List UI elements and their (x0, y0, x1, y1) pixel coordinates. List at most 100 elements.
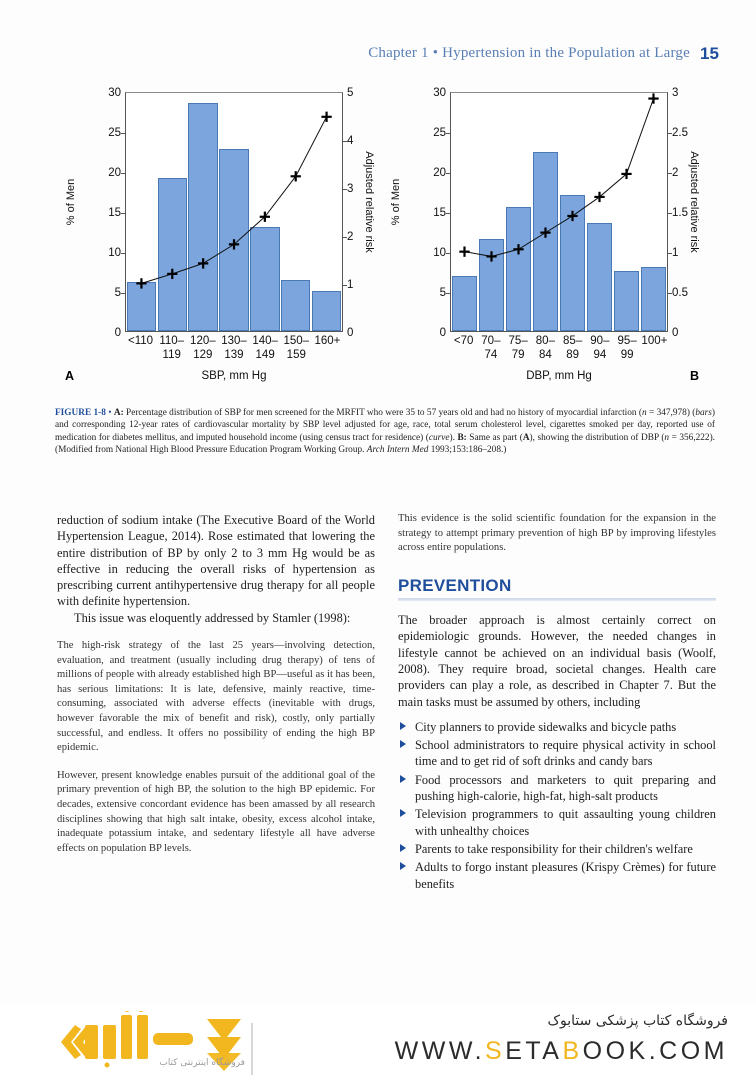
risk-curve-line (141, 117, 326, 284)
list-item: Television programmers to quit assaultin… (398, 806, 716, 839)
y-tick-label: 30 (433, 87, 446, 99)
section-heading-prevention: PREVENTION (398, 575, 512, 595)
bar (280, 280, 311, 331)
chart-a-bars (126, 93, 342, 331)
prevention-bullet-list: City planners to provide sidewalks and b… (398, 719, 716, 892)
list-item-text: Food processors and marketers to quit pr… (415, 772, 716, 804)
plus-marker (486, 251, 496, 261)
list-item: School administrators to require physica… (398, 737, 716, 770)
quote-paragraph-1: The high-risk strategy of the last 25 ye… (57, 640, 375, 754)
x-tick-label: 100+ (641, 335, 668, 347)
plus-marker (621, 169, 631, 179)
footer-tagline: فروشگاه کتاب پزشکی ستابوک (547, 1013, 728, 1029)
y-tick-label: 20 (433, 167, 446, 179)
y2-tick-label: 4 (347, 135, 354, 147)
y2-tick-label: 3 (672, 87, 679, 99)
y2-tick-mark (667, 253, 672, 255)
y-tick-label: 5 (439, 287, 446, 299)
y2-tick-label: 0 (347, 327, 354, 339)
x-tick-label: <110 (128, 335, 154, 347)
x-tick-label: 85– 89 (563, 335, 583, 361)
plus-marker (260, 212, 270, 222)
y2-tick-mark (342, 189, 347, 191)
chart-b-bars (451, 93, 667, 331)
bar (451, 276, 478, 331)
list-item-text: City planners to provide sidewalks and b… (415, 719, 677, 734)
list-item: Adults to forgo instant pleasures (Krisp… (398, 859, 716, 892)
panel-letter-b: B (690, 369, 700, 383)
page-number: 15 (700, 44, 719, 63)
y2-tick-label: 1.5 (672, 207, 688, 219)
bar (311, 291, 342, 331)
list-item: Parents to take responsibility for their… (398, 841, 716, 857)
y2-tick-label: 1 (347, 279, 354, 291)
running-head-title: Chapter 1 • Hypertension in the Populati… (368, 45, 690, 61)
y2-tick-label: 0.5 (672, 287, 688, 299)
figure-1-8: % of Men 0 5 10 15 20 25 30 0 1 2 3 4 5 Adjusted rel… (55, 82, 720, 392)
plus-marker (567, 211, 577, 221)
bar (505, 207, 532, 331)
x-tick-label: 110– 119 (159, 335, 185, 361)
bar (586, 223, 613, 331)
bullet-triangle-icon (400, 774, 406, 783)
block-quote-stamler: The high-risk strategy of the last 25 ye… (57, 639, 375, 856)
chart-b-x-axis-title: DBP, mm Hg (526, 370, 592, 382)
x-tick-label: 140– 149 (252, 335, 278, 361)
y2-tick-mark (667, 213, 672, 215)
y2-tick-label: 1 (672, 247, 679, 259)
footer-url-prefix: WWW. (394, 1037, 486, 1065)
paragraph-continuation: reduction of sodium intake (The Executiv… (57, 513, 375, 609)
footer-url-b: B (562, 1037, 583, 1065)
list-item-text: Parents to take responsibility for their… (415, 841, 693, 856)
bullet-triangle-icon (400, 843, 406, 852)
y2-tick-label: 2 (672, 167, 679, 179)
bar (157, 177, 188, 331)
chart-a-x-tick-labels: <110 110– 119 120– 129 130– 139 140– 149 150– 159… (125, 335, 343, 362)
chart-b-risk-curve (451, 93, 667, 331)
y-tick-label: 20 (108, 167, 121, 179)
bar (532, 151, 559, 331)
x-tick-label: 75– 79 (508, 335, 528, 361)
footer-url-s: S (485, 1037, 506, 1065)
y-tick-label: 25 (108, 127, 121, 139)
chart-panel-a: % of Men 0 5 10 15 20 25 30 0 1 2 3 4 5 Adjusted rel… (65, 82, 385, 392)
x-tick-label: 130– 139 (221, 335, 247, 361)
list-item-text: School administrators to require physica… (415, 738, 716, 769)
risk-curve-line (465, 99, 654, 257)
y-tick-mark (446, 253, 451, 255)
y-tick-label: 15 (108, 207, 121, 219)
paragraph-prevention-intro: The broader approach is almost certainly… (398, 613, 716, 709)
x-tick-label: 150– 159 (283, 335, 310, 361)
plus-marker (198, 258, 208, 268)
logo-subtitle: فروشگاه اینترنتی کتاب (159, 1058, 245, 1068)
bar (640, 266, 667, 331)
panel-letter-a: A (65, 369, 75, 383)
x-tick-label: 120– 129 (190, 335, 216, 361)
y-tick-label: 30 (108, 87, 121, 99)
x-tick-label: <70 (453, 335, 474, 347)
list-item-text: Television programmers to quit assaultin… (415, 807, 716, 838)
y2-tick-label: 3 (347, 183, 354, 195)
x-tick-label: 95– 99 (617, 335, 637, 361)
chart-a-risk-curve (126, 93, 342, 331)
footer-url: WWW.SETABOOK.COM (395, 1037, 728, 1066)
y2-tick-label: 0 (672, 327, 679, 339)
y-tick-label: 0 (439, 327, 446, 339)
plus-marker (594, 192, 604, 202)
y-tick-label: 10 (433, 247, 446, 259)
plus-marker (540, 227, 550, 237)
plus-marker (167, 269, 177, 279)
footer-url-suffix: OOK.COM (582, 1037, 728, 1065)
setabook-logo: فروشگاه اینترنتی کتاب (55, 1006, 385, 1075)
chart-a-x-axis-title: SBP, mm Hg (201, 370, 267, 382)
plus-marker (136, 278, 146, 288)
block-quote-continued: This evidence is the solid scientific fo… (398, 512, 716, 556)
plus-marker (459, 247, 469, 257)
chart-b-y2-axis-label: Adjusted relative risk (688, 151, 700, 253)
bullet-triangle-icon (400, 721, 406, 730)
y2-tick-mark (342, 285, 347, 287)
y-tick-label: 5 (114, 287, 121, 299)
setabook-logo-mark (61, 1006, 241, 1071)
chart-b-y-axis-label: % of Men (390, 178, 402, 226)
y2-tick-mark (667, 293, 672, 295)
